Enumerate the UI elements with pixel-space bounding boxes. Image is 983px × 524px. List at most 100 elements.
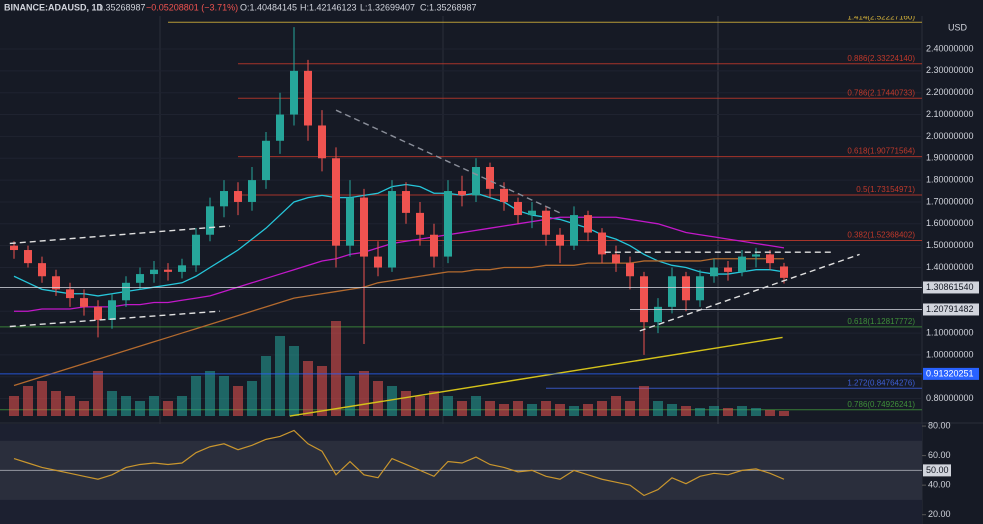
trend-drawing [639,253,860,332]
fib-label: 0.618(1.12817772) [847,317,915,326]
candle-body [346,197,354,246]
open: O:1.40484145 [240,2,297,12]
rsi-pane: 80.00 60.00 40.00 20.00 50.00 [0,420,951,524]
y-tick-label: 2.30000000 [926,65,974,75]
candle-body [780,266,788,278]
trend-drawing [335,109,561,214]
candle-body [668,276,676,307]
candle-body [24,250,32,264]
fib-label: 0.618(1.90771564) [847,147,915,156]
volume-bar [387,386,397,416]
low: L:1.32699407 [360,2,415,12]
candle-body [136,274,144,283]
volume-bar [51,391,61,416]
candle-body [458,191,466,196]
volume-bar [121,396,131,416]
candle-body [318,125,326,159]
candle-body [374,256,382,268]
candle-body [528,210,536,216]
volume-bar [37,381,47,416]
candle-body [66,289,74,299]
candle-body [220,191,228,207]
candle-body [514,201,522,216]
y-tick-label: 2.40000000 [926,43,974,53]
volume-bar [541,401,551,416]
volume-bar [779,411,789,416]
candle-body [164,269,172,272]
candle-body [584,215,592,233]
volume-bar [751,408,761,416]
volume-bar [415,396,425,416]
candle-body [738,256,746,272]
candle-body [206,206,214,235]
volume-bar [261,356,271,416]
volume-bar [219,376,229,416]
volume-bar [625,401,635,416]
volume-bar [667,404,677,416]
trend-drawing [9,310,220,328]
volume-bar [653,401,663,416]
volume-bar [23,386,33,416]
candle-body [542,210,550,235]
volume-bar [149,396,159,416]
candle-body [486,166,494,189]
price-tag [923,281,979,294]
volume-bar [639,386,649,416]
volume-bar [275,336,285,416]
volume-bar [107,391,117,416]
candle-body [472,166,480,196]
moving-average [14,216,785,312]
candle-body [80,298,88,307]
candle-body [570,215,578,246]
volume-bar [569,406,579,416]
candle-body [416,212,424,235]
volume-bar [723,408,733,416]
volume-bar [527,404,537,416]
price-pane: 1.414(2.52227160) 0.886(2.33224140) 0.786(… [0,16,922,417]
fib-label: 0.786(2.17440733) [847,88,915,97]
candle-body [626,263,634,277]
candle-body [710,267,718,277]
candle-body [766,254,774,264]
volume-bar [373,381,383,416]
volume-bar [597,401,607,416]
y-tick-label: 1.10000000 [926,327,974,337]
y-tick-label: 1.70000000 [926,196,974,206]
volume-bar [401,391,411,416]
close: C:1.35268987 [420,2,477,12]
candle-body [402,191,410,213]
rsi-tick-label: 40.00 [928,480,951,490]
fib-label: 0.886(2.33224140) [847,54,915,63]
y-tick-label: 2.10000000 [926,109,974,119]
rsi-tag-label: 50.00 [926,465,949,475]
y-tick-label: 2.20000000 [926,87,974,97]
y-tick-label: 1.50000000 [926,240,974,250]
moving-average [13,258,784,387]
candle-body [612,254,620,264]
price-tag-label: 1.30861540 [926,282,974,292]
candle-body [388,191,396,268]
candle-body [262,140,270,181]
volume-bar [359,371,369,416]
volume-bar [555,404,565,416]
volume-bar [247,381,257,416]
y-tick-label: 1.90000000 [926,153,974,163]
price-axis: 0.800000000.900000001.000000001.10000000… [923,43,979,403]
volume-bar [205,371,215,416]
candle-body [696,276,704,301]
candle-body [122,282,130,301]
volume-bar [163,401,173,416]
rsi-tag [923,464,951,477]
y-tick-label: 1.40000000 [926,262,974,272]
volume-bar [499,404,509,416]
candle-body [430,234,438,257]
volume-bar [485,401,495,416]
candle-body [178,265,186,272]
candle-body [304,70,312,126]
candle-body [248,180,256,202]
candle-body [52,276,60,290]
rsi-tick-label: 80.00 [928,420,951,430]
volume-bar [233,386,243,416]
volume-bar [177,396,187,416]
